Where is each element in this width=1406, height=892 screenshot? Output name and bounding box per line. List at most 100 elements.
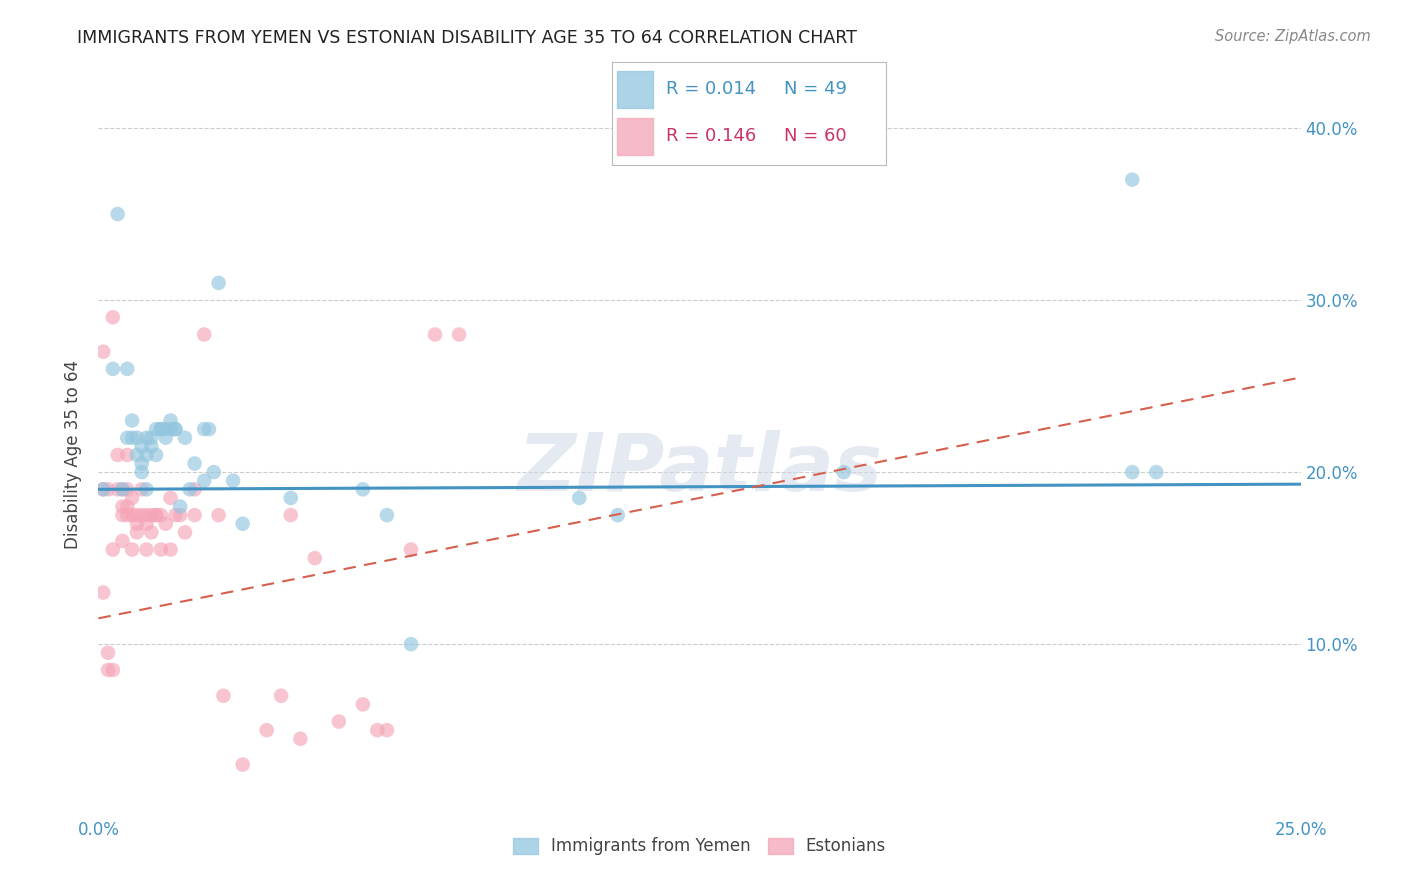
- Point: [606, 508, 628, 523]
- Point: [117, 448, 139, 462]
- Point: [169, 500, 191, 514]
- Point: [232, 516, 254, 531]
- Point: [107, 448, 129, 462]
- Point: [91, 483, 114, 497]
- Point: [165, 422, 187, 436]
- Point: [232, 757, 254, 772]
- Point: [141, 525, 163, 540]
- Point: [423, 327, 446, 342]
- Point: [111, 508, 134, 523]
- Text: R = 0.146: R = 0.146: [666, 127, 756, 145]
- Point: [399, 542, 422, 557]
- Point: [135, 516, 157, 531]
- Point: [208, 276, 231, 290]
- Point: [121, 413, 143, 427]
- Point: [165, 508, 187, 523]
- Point: [1121, 465, 1143, 479]
- Y-axis label: Disability Age 35 to 64: Disability Age 35 to 64: [65, 360, 83, 549]
- Point: [256, 723, 278, 738]
- Point: [141, 508, 163, 523]
- Point: [159, 542, 181, 557]
- Point: [145, 422, 167, 436]
- Point: [375, 723, 398, 738]
- Point: [174, 525, 197, 540]
- Point: [375, 508, 398, 523]
- Point: [149, 542, 172, 557]
- Legend: Immigrants from Yemen, Estonians: Immigrants from Yemen, Estonians: [506, 830, 893, 862]
- Point: [399, 637, 422, 651]
- Point: [280, 491, 302, 505]
- Point: [568, 491, 591, 505]
- Point: [101, 362, 124, 376]
- Point: [121, 508, 143, 523]
- Point: [97, 646, 120, 660]
- Point: [107, 207, 129, 221]
- Point: [135, 483, 157, 497]
- Text: N = 49: N = 49: [785, 79, 848, 97]
- Point: [121, 491, 143, 505]
- Text: IMMIGRANTS FROM YEMEN VS ESTONIAN DISABILITY AGE 35 TO 64 CORRELATION CHART: IMMIGRANTS FROM YEMEN VS ESTONIAN DISABI…: [77, 29, 858, 46]
- Text: ZIPatlas: ZIPatlas: [517, 430, 882, 508]
- Point: [304, 551, 326, 566]
- Point: [352, 483, 374, 497]
- Point: [117, 431, 139, 445]
- Point: [447, 327, 470, 342]
- Point: [1121, 172, 1143, 186]
- Point: [135, 431, 157, 445]
- Point: [101, 310, 124, 325]
- Point: [111, 533, 134, 548]
- Point: [155, 516, 177, 531]
- Point: [117, 500, 139, 514]
- Point: [280, 508, 302, 523]
- Point: [155, 422, 177, 436]
- Point: [141, 431, 163, 445]
- Point: [270, 689, 292, 703]
- Point: [832, 465, 855, 479]
- Point: [121, 431, 143, 445]
- Point: [290, 731, 312, 746]
- Point: [107, 483, 129, 497]
- Point: [193, 474, 215, 488]
- Point: [1144, 465, 1167, 479]
- Point: [198, 422, 221, 436]
- Point: [131, 483, 153, 497]
- Point: [125, 448, 148, 462]
- Point: [193, 327, 215, 342]
- Point: [111, 483, 134, 497]
- Point: [159, 422, 181, 436]
- Point: [125, 431, 148, 445]
- Point: [145, 508, 167, 523]
- Point: [131, 508, 153, 523]
- Point: [131, 457, 153, 471]
- Point: [159, 413, 181, 427]
- Point: [169, 508, 191, 523]
- Point: [135, 542, 157, 557]
- Text: N = 60: N = 60: [785, 127, 846, 145]
- Point: [91, 585, 114, 599]
- Point: [101, 663, 124, 677]
- Point: [145, 448, 167, 462]
- Point: [165, 422, 187, 436]
- Point: [91, 344, 114, 359]
- Point: [97, 483, 120, 497]
- Point: [208, 508, 231, 523]
- Point: [179, 483, 201, 497]
- Point: [117, 508, 139, 523]
- Point: [97, 663, 120, 677]
- Point: [111, 500, 134, 514]
- Point: [125, 525, 148, 540]
- Bar: [617, 118, 652, 155]
- Point: [135, 508, 157, 523]
- Bar: [617, 70, 652, 108]
- Point: [111, 483, 134, 497]
- Text: R = 0.014: R = 0.014: [666, 79, 756, 97]
- Point: [101, 542, 124, 557]
- Point: [121, 542, 143, 557]
- Point: [328, 714, 350, 729]
- Point: [149, 508, 172, 523]
- Point: [366, 723, 388, 738]
- Point: [174, 431, 197, 445]
- Point: [202, 465, 225, 479]
- Point: [117, 362, 139, 376]
- Point: [149, 422, 172, 436]
